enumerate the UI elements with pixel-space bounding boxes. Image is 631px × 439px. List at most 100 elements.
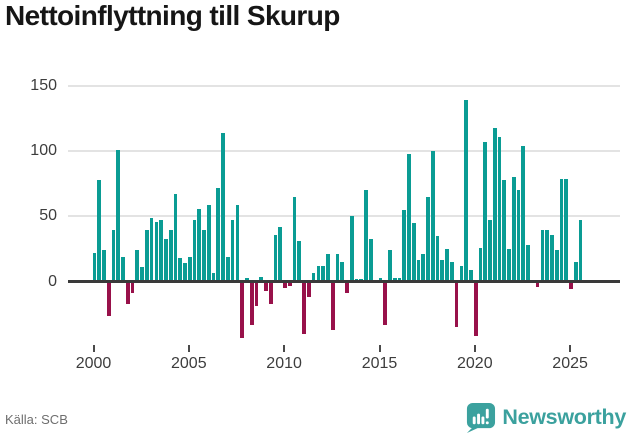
bar-2008Q2[interactable] [249, 281, 254, 325]
bar-2001Q1[interactable] [111, 229, 116, 282]
bar-2016Q3[interactable] [407, 153, 411, 282]
bar-2009Q4[interactable] [278, 226, 283, 282]
bar-2003Q3[interactable] [159, 220, 163, 282]
bar-2007Q4[interactable] [240, 281, 244, 338]
bar-2002Q4[interactable] [144, 229, 149, 282]
bar-2011Q3[interactable] [311, 272, 316, 282]
bar-2024Q4[interactable] [564, 178, 569, 282]
bar-2016Q2[interactable] [402, 209, 407, 282]
bar-2019Q2[interactable] [459, 266, 464, 282]
bar-2000Q4[interactable] [106, 281, 111, 316]
bar-2015Q1[interactable] [378, 277, 383, 282]
bar-2010Q1[interactable] [283, 281, 287, 289]
bar-2008Q3[interactable] [254, 281, 259, 307]
bar-2003Q2[interactable] [154, 221, 159, 282]
bar-2004Q4[interactable] [183, 263, 187, 282]
bar-2003Q4[interactable] [164, 238, 168, 282]
bar-2010Q3[interactable] [292, 196, 297, 282]
bar-2011Q4[interactable] [316, 266, 321, 282]
bar-2006Q3[interactable] [216, 187, 221, 282]
bar-2006Q4[interactable] [221, 132, 225, 282]
bar-2012Q3[interactable] [330, 281, 335, 330]
bar-2025Q2[interactable] [573, 262, 578, 282]
bar-2000Q2[interactable] [97, 179, 102, 282]
bar-2019Q3[interactable] [464, 100, 468, 282]
bar-2025Q3[interactable] [578, 220, 583, 282]
bar-2004Q1[interactable] [168, 229, 173, 282]
bar-2018Q4[interactable] [449, 262, 454, 282]
bar-2024Q2[interactable] [554, 250, 559, 282]
bar-2009Q1[interactable] [264, 281, 268, 291]
bar-2007Q2[interactable] [230, 220, 235, 282]
bar-2016Q1[interactable] [397, 277, 402, 282]
bar-2006Q1[interactable] [206, 204, 211, 282]
bar-2012Q4[interactable] [335, 254, 340, 282]
bar-2007Q3[interactable] [235, 204, 240, 282]
bar-2023Q4[interactable] [545, 229, 550, 282]
bar-2021Q3[interactable] [502, 179, 507, 282]
bar-2012Q1[interactable] [321, 266, 326, 282]
bar-2019Q4[interactable] [469, 270, 473, 282]
bar-2002Q2[interactable] [135, 250, 140, 282]
bar-2013Q1[interactable] [340, 262, 345, 282]
bar-2000Q3[interactable] [102, 250, 106, 282]
bar-2022Q3[interactable] [521, 145, 526, 282]
bar-2015Q3[interactable] [388, 250, 392, 282]
bar-2021Q1[interactable] [492, 127, 497, 282]
bar-2018Q1[interactable] [435, 236, 440, 282]
bar-2001Q4[interactable] [125, 281, 130, 304]
bar-2008Q4[interactable] [259, 276, 264, 282]
bar-2017Q2[interactable] [421, 254, 426, 282]
bar-2020Q2[interactable] [478, 247, 483, 282]
bar-2010Q2[interactable] [287, 281, 292, 286]
bar-2017Q1[interactable] [416, 259, 421, 282]
bar-2005Q3[interactable] [197, 208, 202, 282]
bar-2022Q4[interactable] [526, 245, 530, 282]
bar-2002Q3[interactable] [140, 267, 144, 282]
bar-2009Q2[interactable] [268, 281, 273, 304]
bar-2017Q3[interactable] [426, 196, 430, 282]
bar-2020Q1[interactable] [473, 281, 478, 337]
bar-2006Q2[interactable] [211, 272, 216, 282]
bar-2001Q3[interactable] [121, 256, 125, 282]
bar-2022Q1[interactable] [511, 177, 516, 282]
bar-2021Q4[interactable] [507, 249, 511, 282]
bar-2023Q3[interactable] [540, 229, 545, 282]
bar-2004Q2[interactable] [173, 194, 178, 282]
bar-2013Q2[interactable] [345, 281, 349, 294]
bar-2015Q2[interactable] [383, 281, 387, 325]
bar-2017Q4[interactable] [430, 151, 435, 282]
bar-2020Q4[interactable] [488, 220, 492, 282]
bar-2004Q3[interactable] [178, 258, 183, 282]
bar-2013Q3[interactable] [349, 216, 354, 282]
bar-2001Q2[interactable] [116, 149, 121, 282]
newsworthy-logo[interactable]: Newsworthy [465, 401, 626, 433]
bar-2000Q1[interactable] [92, 253, 97, 282]
bar-2005Q1[interactable] [187, 256, 192, 282]
bar-2010Q4[interactable] [297, 241, 302, 282]
bar-2021Q2[interactable] [497, 136, 502, 282]
bar-2018Q2[interactable] [440, 259, 445, 282]
bar-2014Q3[interactable] [368, 238, 373, 282]
bar-2007Q1[interactable] [225, 256, 230, 282]
bar-2005Q2[interactable] [192, 220, 197, 282]
bar-2025Q1[interactable] [569, 281, 573, 290]
bar-2023Q2[interactable] [535, 281, 540, 287]
bar-2024Q1[interactable] [550, 234, 554, 282]
bar-2022Q2[interactable] [516, 190, 521, 282]
bar-2011Q1[interactable] [302, 281, 306, 334]
bar-2002Q1[interactable] [130, 281, 135, 294]
bar-2009Q3[interactable] [273, 234, 278, 282]
bar-2016Q4[interactable] [411, 223, 416, 282]
bar-2005Q4[interactable] [202, 229, 206, 282]
bar-2020Q3[interactable] [483, 142, 488, 282]
bar-2012Q2[interactable] [326, 254, 330, 282]
bar-2014Q2[interactable] [364, 190, 368, 282]
bar-2019Q1[interactable] [454, 281, 459, 328]
bar-2008Q1[interactable] [245, 277, 249, 282]
bar-2015Q4[interactable] [392, 277, 397, 282]
bar-2024Q3[interactable] [559, 178, 564, 282]
bar-2011Q2[interactable] [307, 281, 311, 298]
bar-2018Q3[interactable] [445, 249, 449, 282]
bar-2003Q1[interactable] [149, 217, 154, 282]
